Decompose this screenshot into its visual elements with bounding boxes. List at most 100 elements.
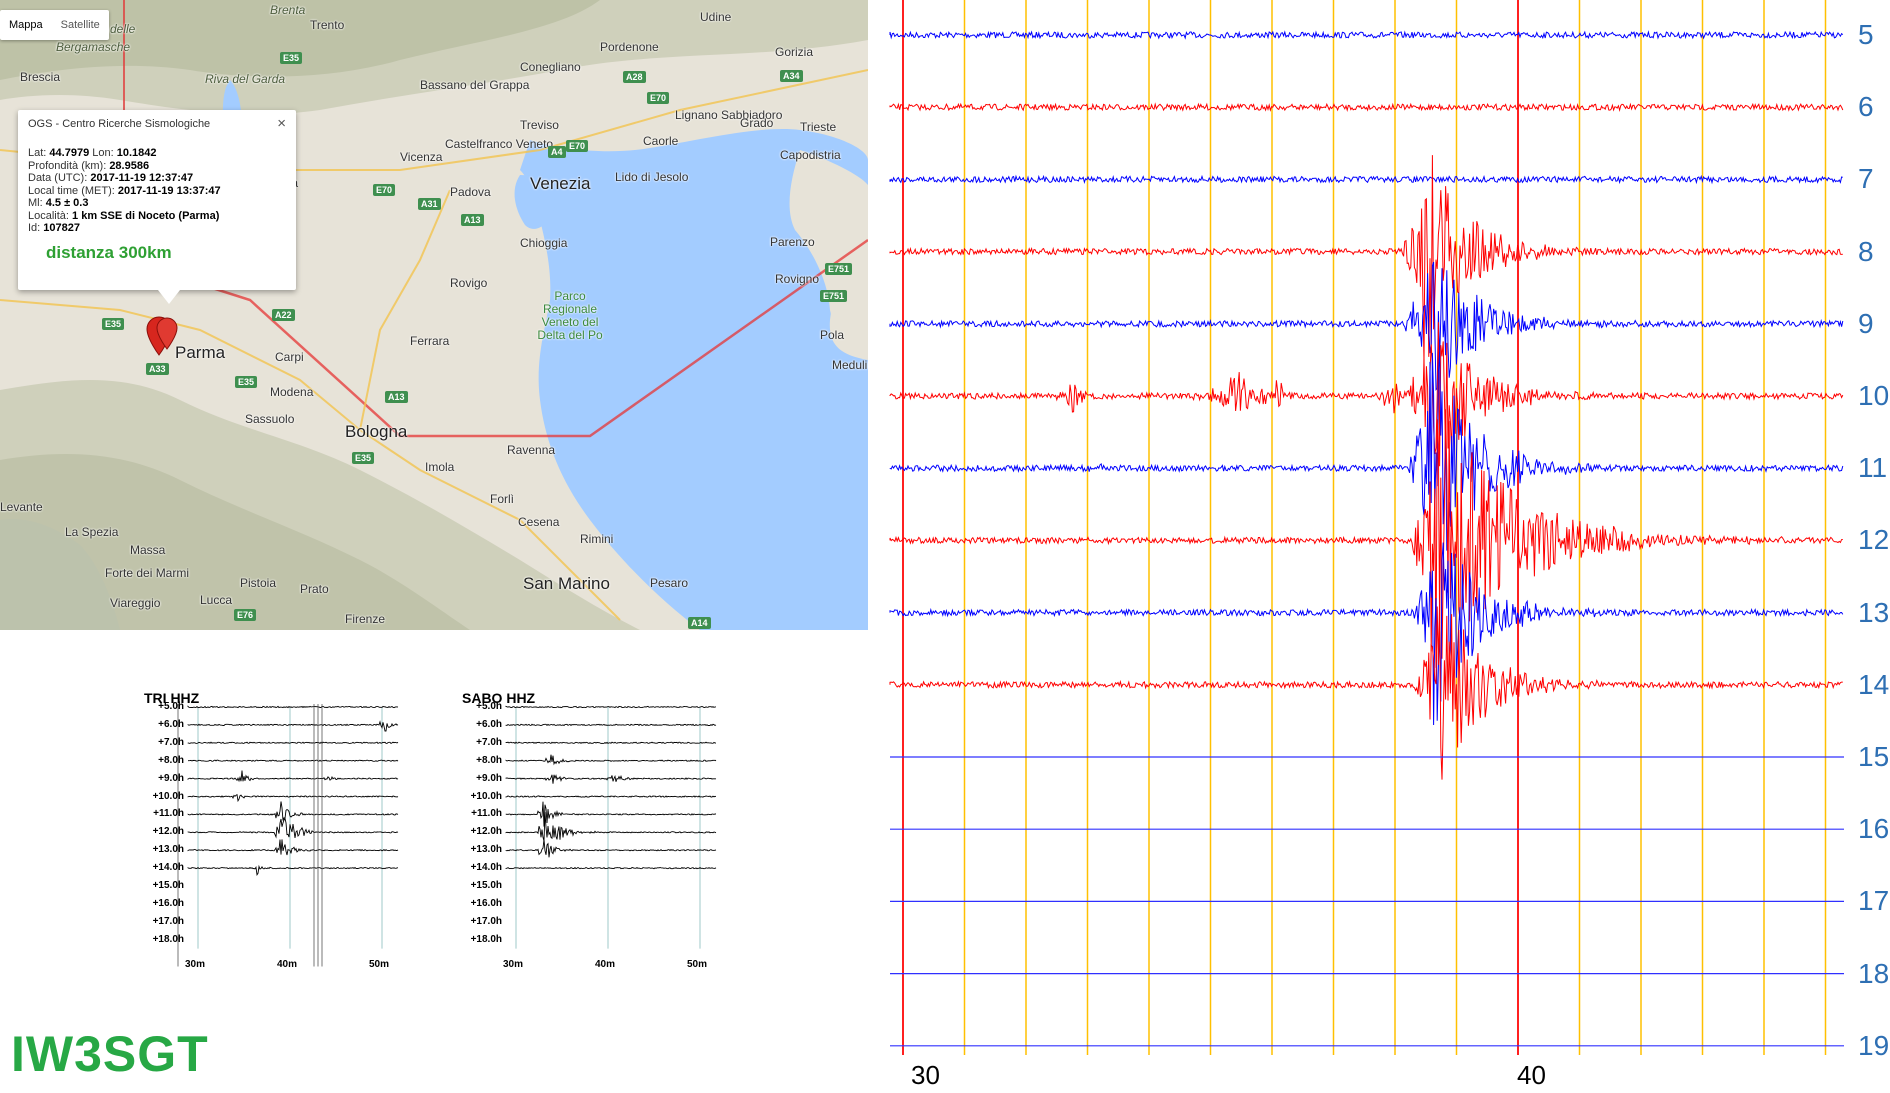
city-label: Medulin [832,358,868,372]
mini-row-label: +17.0h [470,915,502,927]
highway-shield: E35 [280,52,303,64]
trace-hour-10 [889,322,1844,494]
mini-row-label: +13.0h [152,844,184,856]
mini-trace [187,793,399,803]
city-label: Conegliano [520,60,581,74]
local-time-row: Local time (MET): 2017-11-19 13:37:47 [28,184,221,197]
city-label: Rovigno [775,272,820,286]
mini-row-label: +14.0h [470,862,502,874]
map-background [0,0,868,630]
highway-shield: A4 [548,146,566,158]
highway-shield: E751 [820,290,848,302]
mini-plot-traces [177,704,399,967]
mini-plot-traces [505,705,717,949]
city-label: Prato [300,582,329,596]
highway-shield: A14 [688,617,711,629]
city-label: Pistoia [240,576,277,590]
hour-label: 12 [1858,524,1890,556]
utc-row: Data (UTC): 2017-11-19 12:37:47 [28,172,194,184]
mini-row-label: +18.0h [152,933,184,945]
mini-trace [187,741,399,745]
city-label: Carpi [275,350,304,364]
mini-trace [505,705,716,709]
mini-trace [505,741,717,745]
city-label: Capodistria [780,148,841,162]
x-axis-label-30: 30 [911,1060,940,1090]
terrain-label: Brenta [270,3,306,17]
mini-row-label: +12.0h [470,826,502,838]
trace-hour-8 [889,155,1843,363]
mini-plot-title: SABO HHZ [462,690,536,706]
city-label: Rovigo [450,276,488,290]
highway-shield: E35 [352,452,375,464]
city-label: Pordenone [600,40,659,54]
city-label: Ferrara [410,334,450,348]
mini-trace [505,866,717,870]
mini-x-label: 50m [369,959,390,971]
city-label: Pola [820,328,845,342]
city-label: Gorizia [775,45,814,59]
adriatic-sea [520,129,868,630]
map-panel[interactable]: Mappa Satellite Trento Udine Brescia Porden… [0,0,868,630]
mini-row-label: +6.0h [476,718,502,730]
hour-label: 16 [1858,813,1890,845]
city-label: Bassano del Grappa [420,78,530,92]
city-label: Lucca [200,593,233,607]
city-label: Modena [270,385,314,399]
agency-name: OGS - Centro Ricerche Sismologiche [28,118,211,130]
depth-row: Profondità (km): 28.9586 [28,159,150,172]
city-label: Castelfranco Veneto [445,137,554,151]
highway-shield: E70 [373,184,396,196]
earthquake-marker-icon[interactable] [145,315,181,359]
mini-row-label: +16.0h [470,897,502,909]
mini-row-label: +18.0h [470,933,502,945]
mini-trace [505,839,717,858]
city-label: Firenze [345,612,386,626]
map-tab-satellite[interactable]: Satellite [60,19,100,31]
mini-row-label: +8.0h [476,754,502,766]
mini-trace [505,723,717,727]
mini-x-label: 30m [503,959,524,971]
helicorder-panel: 5 6 7 8 9 10 11 12 13 14 15 16 17 18 19 30 40 [868,0,1890,1093]
city-label: Udine [700,10,732,24]
mini-trace [187,839,399,856]
magnitude-row: Ml: 4.5 ± 0.3 [28,197,89,209]
highway-shield: A22 [272,309,295,321]
highway-shield: E751 [825,263,853,275]
terrain-label: Riva del Garda [205,72,286,86]
mini-trace [187,705,399,709]
highway-shield: A31 [418,198,441,210]
mini-row-label: +15.0h [470,880,502,891]
hour-label: 9 [1858,307,1874,339]
city-label: Levante [0,500,43,514]
city-label: Lignano Sabbiadoro [675,108,783,122]
distance-label: distanza 300km [46,242,172,262]
mini-row-label: +14.0h [152,862,184,874]
mini-trace [505,801,717,827]
trace-hour-6 [889,102,1844,113]
city-label: Forte dei Marmi [105,566,190,580]
helicorder-plot [889,0,1844,1055]
mini-trace [187,801,399,821]
highway-shield: A33 [146,363,169,375]
highway-shield: A13 [461,214,484,226]
coords-row: Lat: 44.7979 Lon: 10.1842 [28,147,157,159]
city-label: Vicenza [400,150,443,164]
city-label: Massa [130,543,166,557]
mini-trace [505,754,717,766]
map-tab-mappa[interactable]: Mappa [9,19,43,31]
trace-hour-13 [889,542,1844,726]
close-icon[interactable]: × [277,115,286,132]
mini-trace [505,774,717,784]
mini-row-label: +5.0h [158,701,184,712]
mini-row-label: +7.0h [158,736,184,748]
trace-hour-7 [889,174,1843,185]
mini-x-label: 40m [277,959,298,971]
terrain-label: delle [110,22,136,36]
city-label: Treviso [520,118,559,132]
mini-x-label: 50m [687,959,708,971]
city-label: Trieste [800,120,837,134]
mini-row-label: +10.0h [470,790,502,802]
city-label: Rimini [580,532,614,546]
highway-shield: E35 [102,318,125,330]
